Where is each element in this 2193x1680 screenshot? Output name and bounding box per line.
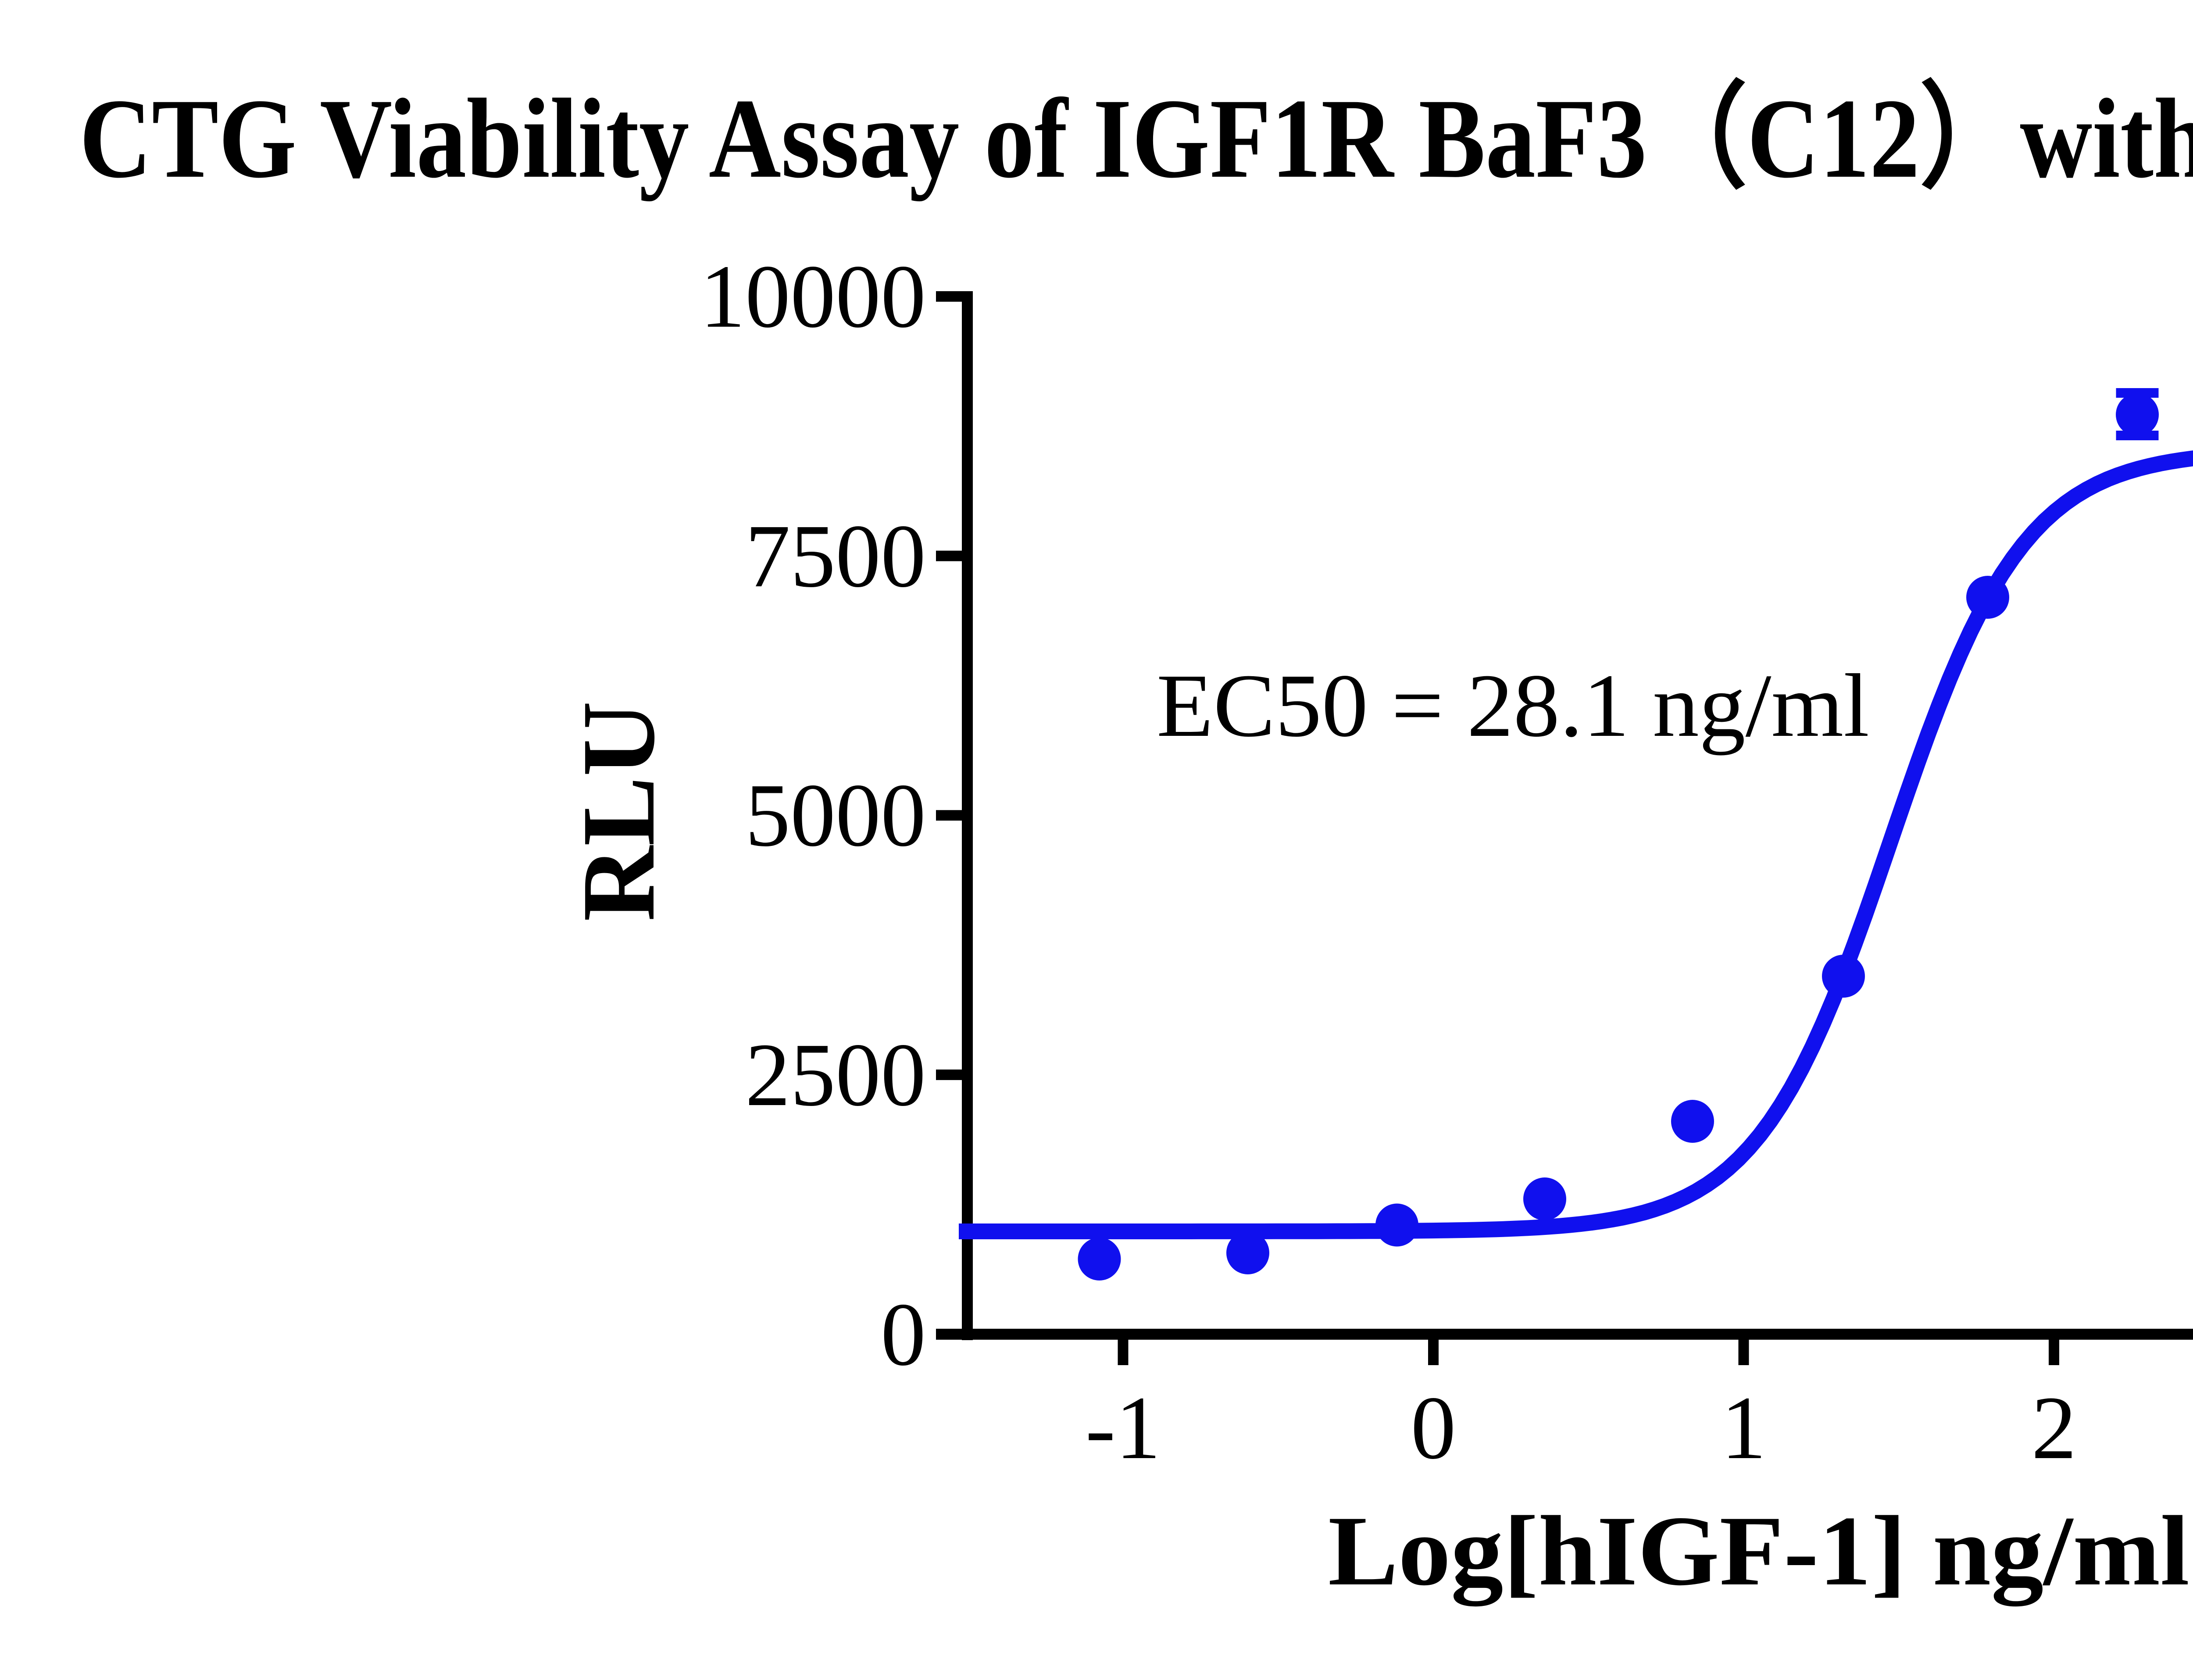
svg-text:Log[hIGF-1] ng/ml: Log[hIGF-1] ng/ml [1328, 1496, 2189, 1607]
svg-text:7500: 7500 [745, 506, 926, 606]
svg-text:0: 0 [1411, 1377, 1456, 1478]
svg-text:5000: 5000 [745, 765, 926, 865]
svg-text:1: 1 [1721, 1377, 1766, 1478]
svg-text:0: 0 [881, 1284, 926, 1384]
svg-text:10000: 10000 [700, 246, 926, 346]
svg-text:2: 2 [2032, 1377, 2077, 1478]
svg-text:2500: 2500 [745, 1024, 926, 1125]
svg-text:EC50 = 28.1 ng/ml: EC50 = 28.1 ng/ml [1157, 655, 1869, 756]
svg-text:RLU: RLU [561, 701, 676, 922]
svg-text:-1: -1 [1086, 1377, 1161, 1478]
svg-text:CTG Viability Assay of IGF1R B: CTG Viability Assay of IGF1R BaF3（C12）wi… [79, 75, 2193, 202]
